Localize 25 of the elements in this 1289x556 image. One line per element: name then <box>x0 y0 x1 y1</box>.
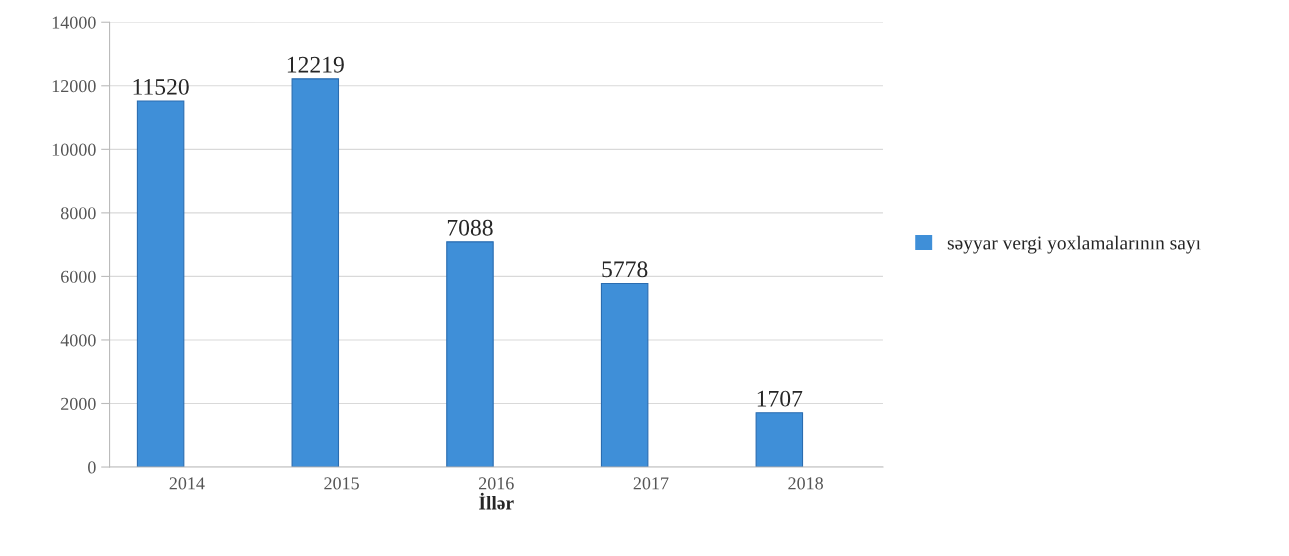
y-tick-label: 0 <box>88 461 96 474</box>
y-tick-label: 8000 <box>60 207 96 220</box>
x-axis-title: İllər <box>479 492 514 510</box>
x-tick-label: 2017 <box>633 477 669 490</box>
x-tick-label: 2016 <box>479 477 514 490</box>
data-label: 12219 <box>287 56 344 73</box>
y-tick-label: 2000 <box>61 397 96 410</box>
y-tick-label: 12000 <box>52 80 96 93</box>
x-tick-label: 2014 <box>169 477 205 490</box>
x-tick-label: 2018 <box>788 477 823 490</box>
bar <box>600 282 649 468</box>
data-label: 1707 <box>757 390 803 407</box>
y-tick-label: 14000 <box>52 16 96 29</box>
bar <box>446 241 494 468</box>
y-tick-label: 10000 <box>52 143 96 156</box>
x-tick-label: 2015 <box>324 477 359 490</box>
bar <box>136 100 185 468</box>
bar <box>755 412 804 468</box>
bar <box>291 78 340 468</box>
y-tick-label: 4000 <box>60 334 96 347</box>
y-tick-label: 6000 <box>61 270 96 283</box>
data-label: 7088 <box>447 219 493 236</box>
data-label: 11520 <box>133 78 189 95</box>
legend-label: səyyar vergi yoxlamalarının sayı <box>947 235 1201 254</box>
data-label: 5778 <box>602 261 648 278</box>
